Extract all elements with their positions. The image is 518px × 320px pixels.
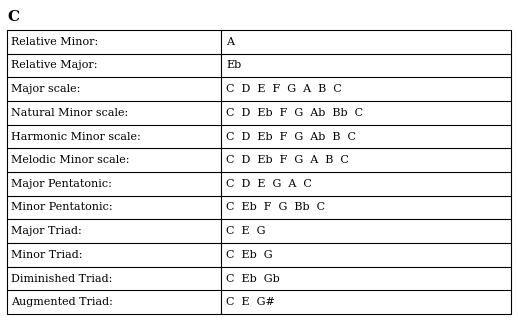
Text: Melodic Minor scale:: Melodic Minor scale: — [11, 155, 130, 165]
Text: Natural Minor scale:: Natural Minor scale: — [11, 108, 128, 118]
Text: Diminished Triad:: Diminished Triad: — [11, 274, 112, 284]
Text: C  E  G: C E G — [226, 226, 266, 236]
Text: Relative Major:: Relative Major: — [11, 60, 97, 70]
Text: C  D  Eb  F  G  Ab  Bb  C: C D Eb F G Ab Bb C — [226, 108, 363, 118]
Text: C: C — [7, 10, 19, 24]
Text: C  D  E  G  A  C: C D E G A C — [226, 179, 312, 189]
Text: Eb: Eb — [226, 60, 241, 70]
Text: Major Triad:: Major Triad: — [11, 226, 82, 236]
Text: C  D  E  F  G  A  B  C: C D E F G A B C — [226, 84, 342, 94]
Text: C  D  Eb  F  G  A  B  C: C D Eb F G A B C — [226, 155, 349, 165]
Text: Minor Triad:: Minor Triad: — [11, 250, 82, 260]
Text: C  E  G#: C E G# — [226, 297, 275, 307]
Text: A: A — [226, 37, 234, 47]
Text: Augmented Triad:: Augmented Triad: — [11, 297, 113, 307]
Bar — [7, 30, 511, 314]
Text: C  Eb  F  G  Bb  C: C Eb F G Bb C — [226, 203, 325, 212]
Text: C  Eb  Gb: C Eb Gb — [226, 274, 280, 284]
Text: Harmonic Minor scale:: Harmonic Minor scale: — [11, 132, 141, 141]
Text: Relative Minor:: Relative Minor: — [11, 37, 98, 47]
Text: C  Eb  G: C Eb G — [226, 250, 273, 260]
Text: C  D  Eb  F  G  Ab  B  C: C D Eb F G Ab B C — [226, 132, 356, 141]
Text: Major scale:: Major scale: — [11, 84, 80, 94]
Text: Major Pentatonic:: Major Pentatonic: — [11, 179, 112, 189]
Text: Minor Pentatonic:: Minor Pentatonic: — [11, 203, 112, 212]
